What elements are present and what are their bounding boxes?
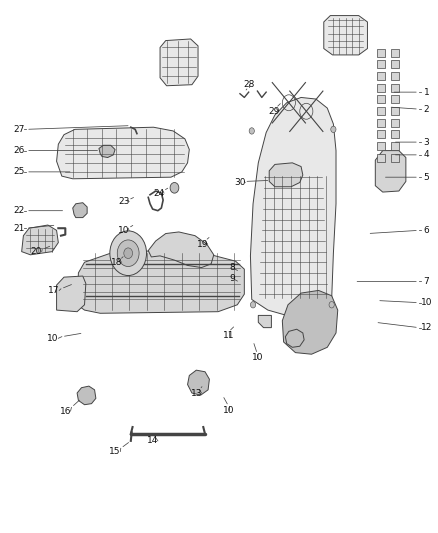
Text: 18: 18 bbox=[111, 258, 122, 266]
Text: 7: 7 bbox=[424, 277, 429, 286]
Text: 29: 29 bbox=[268, 107, 279, 116]
Text: 8: 8 bbox=[229, 263, 235, 272]
Polygon shape bbox=[73, 203, 87, 217]
Text: 3: 3 bbox=[424, 138, 429, 147]
Text: 19: 19 bbox=[197, 240, 208, 249]
Text: 5: 5 bbox=[424, 173, 429, 182]
Bar bbox=[392, 84, 399, 92]
Text: 20: 20 bbox=[31, 247, 42, 256]
Text: 12: 12 bbox=[421, 323, 432, 332]
Bar bbox=[392, 95, 399, 103]
Polygon shape bbox=[21, 225, 58, 255]
Text: 11: 11 bbox=[223, 331, 234, 340]
Circle shape bbox=[124, 248, 133, 259]
Polygon shape bbox=[148, 232, 214, 268]
Bar bbox=[377, 84, 385, 92]
Bar bbox=[392, 142, 399, 150]
Text: 24: 24 bbox=[153, 189, 164, 198]
Polygon shape bbox=[77, 251, 244, 313]
Bar bbox=[377, 154, 385, 162]
Text: 1: 1 bbox=[424, 87, 429, 96]
Polygon shape bbox=[286, 329, 304, 348]
Text: 10: 10 bbox=[420, 298, 432, 307]
Text: 6: 6 bbox=[424, 226, 429, 235]
Bar bbox=[377, 72, 385, 80]
Text: 9: 9 bbox=[229, 273, 235, 282]
Text: 27: 27 bbox=[13, 125, 25, 134]
Polygon shape bbox=[324, 15, 367, 55]
Text: 10: 10 bbox=[47, 334, 59, 343]
Polygon shape bbox=[251, 98, 336, 316]
Text: 28: 28 bbox=[243, 80, 254, 89]
Circle shape bbox=[170, 182, 179, 193]
Bar bbox=[392, 154, 399, 162]
Bar bbox=[377, 131, 385, 139]
Polygon shape bbox=[258, 316, 272, 328]
Polygon shape bbox=[283, 290, 338, 354]
Circle shape bbox=[110, 231, 147, 276]
Text: 15: 15 bbox=[110, 447, 121, 456]
Text: 22: 22 bbox=[14, 206, 25, 215]
Bar bbox=[392, 49, 399, 56]
Bar bbox=[377, 60, 385, 68]
Text: 17: 17 bbox=[48, 286, 60, 295]
Circle shape bbox=[249, 128, 254, 134]
Text: 10: 10 bbox=[252, 353, 263, 362]
Bar bbox=[377, 95, 385, 103]
Text: 14: 14 bbox=[147, 437, 158, 446]
Text: 30: 30 bbox=[234, 178, 246, 187]
Text: 13: 13 bbox=[191, 389, 202, 398]
Polygon shape bbox=[269, 163, 303, 187]
Polygon shape bbox=[99, 146, 115, 158]
Polygon shape bbox=[77, 386, 96, 405]
Text: 4: 4 bbox=[424, 150, 429, 159]
Polygon shape bbox=[160, 39, 198, 86]
Circle shape bbox=[251, 302, 256, 308]
Polygon shape bbox=[57, 127, 189, 179]
Text: 16: 16 bbox=[60, 407, 71, 416]
Circle shape bbox=[117, 240, 139, 266]
Bar bbox=[377, 142, 385, 150]
Polygon shape bbox=[57, 276, 86, 312]
Text: 25: 25 bbox=[13, 167, 25, 176]
Circle shape bbox=[329, 302, 334, 308]
Text: 2: 2 bbox=[424, 104, 429, 114]
Circle shape bbox=[331, 126, 336, 133]
Bar bbox=[392, 72, 399, 80]
Polygon shape bbox=[375, 151, 406, 192]
Bar bbox=[392, 107, 399, 115]
Text: 23: 23 bbox=[118, 197, 130, 206]
Polygon shape bbox=[187, 370, 209, 395]
Bar bbox=[392, 131, 399, 139]
Polygon shape bbox=[323, 316, 333, 328]
Bar bbox=[392, 119, 399, 127]
Text: 21: 21 bbox=[13, 224, 25, 233]
Bar bbox=[392, 60, 399, 68]
Bar bbox=[377, 119, 385, 127]
Text: 10: 10 bbox=[223, 406, 234, 415]
Text: 10: 10 bbox=[118, 226, 130, 235]
Text: 26: 26 bbox=[13, 146, 25, 155]
Bar bbox=[377, 49, 385, 56]
Bar bbox=[377, 107, 385, 115]
